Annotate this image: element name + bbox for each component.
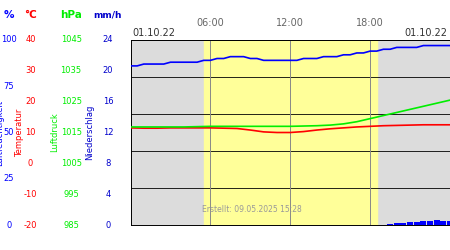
Text: hPa: hPa — [60, 10, 82, 20]
Text: 12: 12 — [103, 128, 113, 137]
Text: 06:00: 06:00 — [197, 18, 224, 28]
Text: 10: 10 — [25, 128, 36, 137]
Text: 0: 0 — [28, 159, 33, 168]
Text: %: % — [4, 10, 14, 20]
Text: 20: 20 — [103, 66, 113, 75]
Bar — [204, 40, 377, 225]
Text: 1015: 1015 — [61, 128, 81, 137]
Text: Luftfeuchtigkeit: Luftfeuchtigkeit — [0, 100, 4, 166]
Text: 1045: 1045 — [61, 36, 81, 44]
Bar — [447, 221, 450, 225]
Text: 30: 30 — [25, 66, 36, 75]
Bar — [414, 222, 420, 225]
Text: 01.10.22: 01.10.22 — [405, 28, 448, 38]
Text: 1025: 1025 — [61, 97, 81, 106]
Text: 1005: 1005 — [61, 159, 81, 168]
Text: 0: 0 — [6, 220, 12, 230]
Text: 25: 25 — [4, 174, 14, 183]
Text: Temperatur: Temperatur — [15, 108, 24, 157]
Text: mm/h: mm/h — [94, 10, 122, 20]
Bar — [407, 222, 413, 225]
Text: 16: 16 — [103, 97, 113, 106]
Bar — [387, 224, 393, 225]
Text: 995: 995 — [63, 190, 79, 199]
Text: 20: 20 — [25, 97, 36, 106]
Bar — [380, 224, 387, 225]
Text: 01.10.22: 01.10.22 — [133, 28, 176, 38]
Text: 12:00: 12:00 — [276, 18, 304, 28]
Text: Erstellt: 09.05.2025 15:28: Erstellt: 09.05.2025 15:28 — [202, 205, 302, 214]
Text: 40: 40 — [25, 36, 36, 44]
Text: Luftdruck: Luftdruck — [50, 112, 59, 152]
Text: 18:00: 18:00 — [356, 18, 384, 28]
Text: 50: 50 — [4, 128, 14, 137]
Bar — [427, 221, 433, 225]
Bar — [394, 224, 400, 225]
Text: 1035: 1035 — [61, 66, 81, 75]
Bar — [441, 221, 446, 225]
Text: 24: 24 — [103, 36, 113, 44]
Text: -10: -10 — [24, 190, 37, 199]
Text: 100: 100 — [1, 36, 17, 44]
Text: 4: 4 — [105, 190, 111, 199]
Text: 8: 8 — [105, 159, 111, 168]
Text: -20: -20 — [24, 220, 37, 230]
Bar — [400, 223, 406, 225]
Text: 0: 0 — [105, 220, 111, 230]
Text: 75: 75 — [4, 82, 14, 91]
Text: Niederschlag: Niederschlag — [86, 105, 94, 160]
Bar — [420, 221, 426, 225]
Text: 985: 985 — [63, 220, 79, 230]
Bar — [434, 220, 440, 225]
Text: °C: °C — [24, 10, 37, 20]
